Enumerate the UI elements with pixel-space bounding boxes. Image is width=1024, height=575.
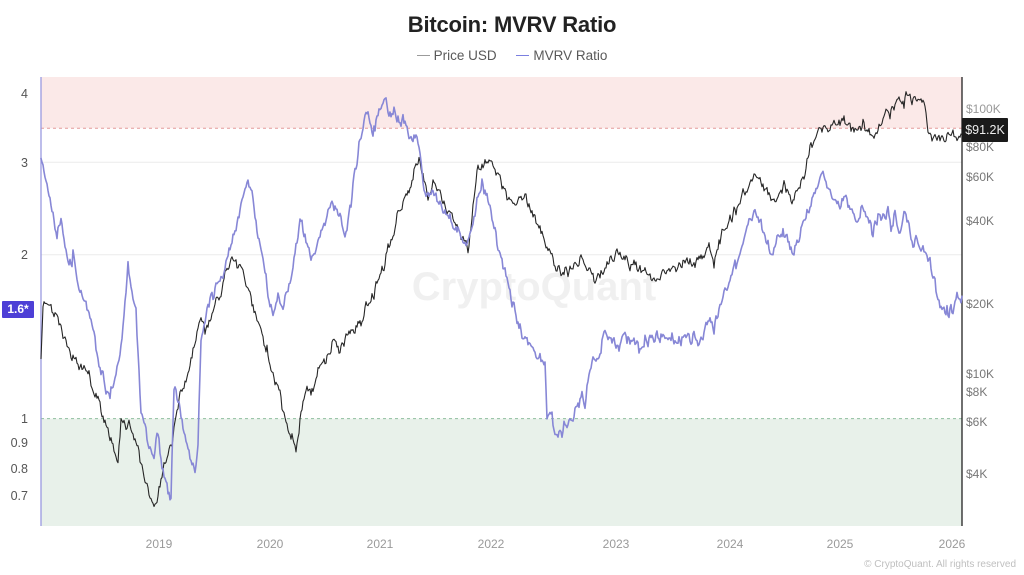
svg-text:CryptoQuant: CryptoQuant <box>412 265 656 309</box>
